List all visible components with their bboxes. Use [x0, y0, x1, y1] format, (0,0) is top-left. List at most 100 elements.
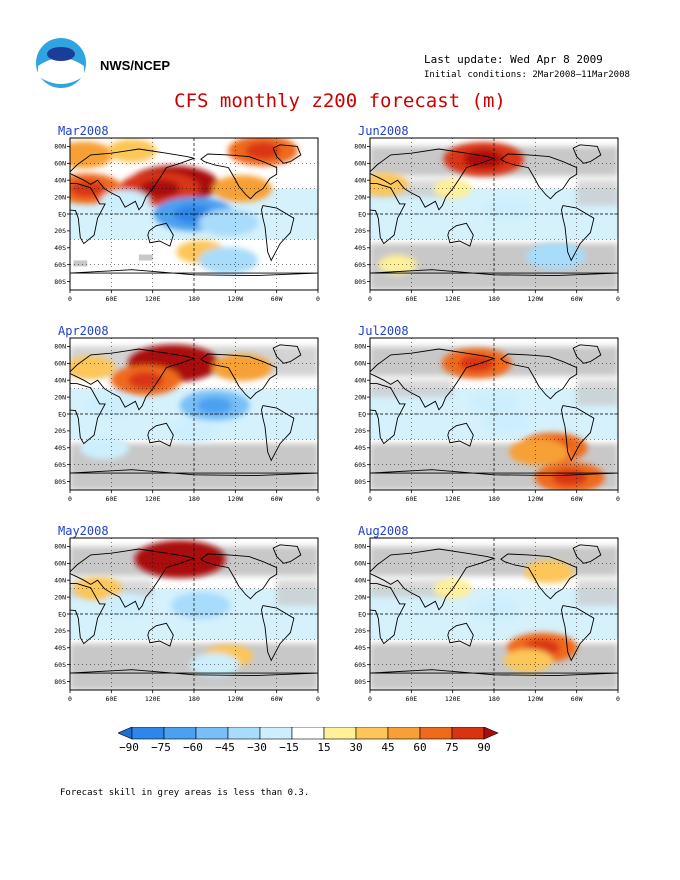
footnote: Forecast skill in grey areas is less tha…: [60, 788, 310, 798]
lat-label: 80N: [54, 143, 66, 151]
coastline: [272, 344, 302, 364]
coastline: [572, 344, 602, 364]
low-skill-area: [576, 180, 618, 206]
lat-label: 80N: [354, 143, 366, 151]
org-name: NWS/NCEP: [100, 58, 171, 73]
forecast-map: 80N 60N 40N 20N EQ 20S 40S 60S 80S 0 60E 120E 180 120…: [54, 337, 320, 503]
lon-label: 120W: [228, 495, 244, 503]
lat-label: 80S: [354, 278, 366, 286]
coastline: [147, 622, 174, 647]
colorbar-label: −45: [215, 741, 235, 754]
lat-label: 60N: [354, 160, 366, 168]
lat-label: 40S: [54, 444, 66, 452]
lon-label: 120E: [445, 295, 461, 303]
colorbar-swatch: [163, 727, 197, 740]
lon-label: 60W: [271, 295, 283, 303]
coastline: [561, 605, 595, 662]
coastline: [370, 269, 618, 277]
lon-label: 120E: [145, 295, 161, 303]
anomaly-core: [245, 142, 281, 160]
lat-label: 20N: [354, 593, 366, 601]
lat-label: 60N: [54, 360, 66, 368]
coastline: [447, 222, 474, 247]
anomaly-blob: [483, 410, 533, 435]
lat-label: 20N: [354, 393, 366, 401]
lat-label: 40S: [354, 244, 366, 252]
anomaly-blob: [212, 354, 272, 381]
lat-label: 40N: [54, 177, 66, 185]
coastline: [70, 269, 318, 277]
panel-jul2008: Jul2008 80N 60N 40N 20N EQ 20S 40S 60S 80S 0 60E 12…: [354, 324, 648, 519]
lon-label: 120W: [228, 695, 244, 703]
anomaly-blob: [469, 389, 519, 413]
lat-label: 20N: [54, 393, 66, 401]
lon-label: 120W: [228, 295, 244, 303]
coastline: [70, 583, 106, 645]
coastline: [70, 548, 196, 611]
lat-label: EQ: [358, 610, 366, 618]
forecast-map: 80N 60N 40N 20N EQ 20S 40S 60S 80S 0 60E 120E 180 120…: [354, 537, 620, 703]
lon-label: 0: [368, 295, 372, 303]
low-skill-area: [576, 580, 618, 606]
anomaly-blob: [483, 198, 533, 222]
lon-label: 0: [368, 495, 372, 503]
colorbar-swatch: [195, 727, 229, 740]
lon-label: 0: [68, 295, 72, 303]
lon-label: 60W: [271, 495, 283, 503]
colorbar-swatch: [451, 727, 485, 740]
lon-label: 60W: [571, 695, 583, 703]
colorbar-label: −75: [151, 741, 171, 754]
coastline: [261, 405, 295, 462]
lat-label: 40N: [354, 177, 366, 185]
colorbar-label: 15: [317, 741, 330, 754]
lat-label: 20S: [54, 427, 66, 435]
colorbar-label: −15: [279, 741, 299, 754]
lat-label: 60N: [54, 560, 66, 568]
lon-label: 60E: [105, 295, 117, 303]
colorbar-arrow-right: [483, 727, 499, 740]
coastline: [561, 405, 595, 462]
noaa-logo-icon: [36, 38, 86, 88]
lat-label: 80N: [354, 343, 366, 351]
lon-label: 0: [68, 695, 72, 703]
anomaly-core: [552, 468, 588, 486]
lat-label: 20S: [54, 627, 66, 635]
lon-label: 0: [316, 695, 320, 703]
lat-label: EQ: [58, 410, 66, 418]
lat-label: EQ: [58, 210, 66, 218]
coastline: [147, 222, 174, 247]
lon-label: 120W: [528, 695, 544, 703]
lon-label: 120W: [528, 495, 544, 503]
panel-title: May2008: [58, 524, 109, 538]
coastline: [370, 669, 618, 677]
anomaly-blob: [526, 242, 586, 270]
lat-label: 20S: [354, 627, 366, 635]
lon-label: 0: [316, 495, 320, 503]
lat-label: 80N: [354, 543, 366, 551]
lat-label: 20S: [354, 227, 366, 235]
panel-title: Aug2008: [358, 524, 409, 538]
colorbar-arrow-left: [118, 727, 133, 740]
low-skill-area: [73, 260, 88, 267]
coastline: [70, 348, 196, 411]
lat-label: 40N: [354, 377, 366, 385]
anomaly-core: [197, 397, 233, 414]
anomaly-blob: [107, 139, 157, 163]
colorbar-swatch: [323, 727, 357, 740]
coastline: [261, 605, 295, 662]
lat-label: 40N: [54, 577, 66, 585]
coastline: [572, 544, 602, 564]
lat-label: 40S: [54, 244, 66, 252]
lat-label: EQ: [58, 610, 66, 618]
lat-label: EQ: [358, 410, 366, 418]
colorbar-swatch: [387, 727, 421, 740]
colorbar-label: −60: [183, 741, 203, 754]
colorbar: −90 −75 −60 −45 −30 −15 15 30 45 60 75 90: [118, 727, 499, 754]
anomaly-blob: [198, 209, 259, 236]
lon-label: 60E: [405, 695, 417, 703]
coastline: [147, 422, 174, 447]
coastline: [370, 469, 618, 477]
panel-title: Jul2008: [358, 324, 409, 338]
coastline: [70, 148, 196, 211]
coastline: [447, 622, 474, 647]
